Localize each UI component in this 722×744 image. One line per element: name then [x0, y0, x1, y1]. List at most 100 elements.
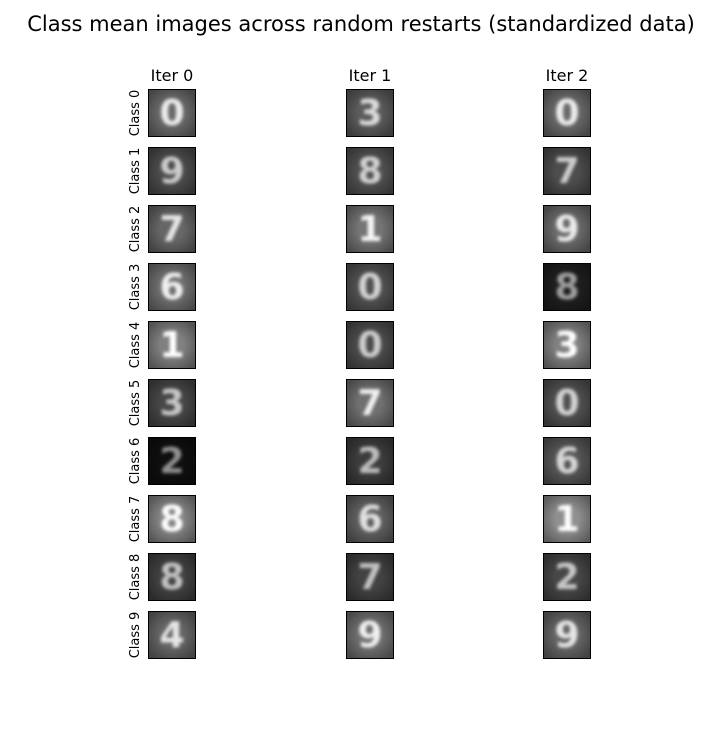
digit-glyph: 3 — [554, 325, 579, 366]
tile-frame — [346, 321, 394, 369]
class-mean-image: 9 — [543, 611, 591, 659]
digit-glyph: 3 — [159, 383, 184, 424]
digit-glyph: 6 — [357, 499, 382, 540]
tile-frame — [543, 379, 591, 427]
digit-glyph: 0 — [554, 383, 579, 424]
row-label: Class 1 — [128, 148, 143, 195]
tile-frame — [543, 553, 591, 601]
digit-glyph: 2 — [357, 441, 382, 482]
tile-frame — [543, 147, 591, 195]
class-mean-image: 8 — [148, 495, 196, 543]
digit-glyph: 9 — [357, 615, 382, 656]
digit-glyph: 9 — [554, 615, 579, 656]
tile-frame — [148, 147, 196, 195]
tile-frame — [543, 205, 591, 253]
digit-glyph: 0 — [554, 93, 579, 134]
tile-frame — [346, 437, 394, 485]
class-mean-image: 1 — [346, 205, 394, 253]
tile-frame — [346, 611, 394, 659]
digit-glyph: 3 — [357, 93, 382, 134]
class-mean-image: 3 — [543, 321, 591, 369]
class-mean-image: 0 — [543, 89, 591, 137]
tile-frame — [346, 205, 394, 253]
class-mean-image: 8 — [543, 263, 591, 311]
digit-glyph: 7 — [357, 383, 382, 424]
tile-frame — [148, 205, 196, 253]
tile-frame — [148, 437, 196, 485]
column-header: Iter 0 — [151, 66, 194, 85]
digit-glyph: 7 — [159, 209, 184, 250]
digit-glyph: 8 — [159, 499, 184, 540]
tile-frame — [346, 495, 394, 543]
digit-glyph: 1 — [159, 325, 184, 366]
figure-title: Class mean images across random restarts… — [27, 12, 695, 36]
class-mean-image: 7 — [148, 205, 196, 253]
digit-glyph: 7 — [357, 557, 382, 598]
tile-frame — [543, 495, 591, 543]
class-mean-image: 6 — [148, 263, 196, 311]
class-mean-image: 6 — [346, 495, 394, 543]
tile-frame — [543, 263, 591, 311]
digit-glyph: 9 — [554, 209, 579, 250]
tile-frame — [543, 437, 591, 485]
class-mean-image: 1 — [543, 495, 591, 543]
digit-glyph: 2 — [554, 557, 579, 598]
tile-frame — [148, 321, 196, 369]
digit-glyph: 8 — [554, 267, 579, 308]
class-mean-image: 9 — [543, 205, 591, 253]
class-mean-image: 0 — [346, 321, 394, 369]
row-label: Class 3 — [128, 264, 143, 311]
class-mean-image: 8 — [346, 147, 394, 195]
row-label: Class 8 — [128, 554, 143, 601]
tile-frame — [543, 321, 591, 369]
digit-glyph: 9 — [159, 151, 184, 192]
row-label: Class 4 — [128, 322, 143, 369]
tile-frame — [543, 89, 591, 137]
digit-glyph: 1 — [554, 499, 579, 540]
digit-glyph: 2 — [159, 441, 184, 482]
class-mean-image: 0 — [346, 263, 394, 311]
class-mean-image: 2 — [543, 553, 591, 601]
row-label: Class 5 — [128, 380, 143, 427]
column-header: Iter 1 — [349, 66, 392, 85]
digit-glyph: 0 — [159, 93, 184, 134]
row-label: Class 0 — [128, 90, 143, 137]
digit-glyph: 4 — [159, 615, 184, 656]
row-label: Class 7 — [128, 496, 143, 543]
tile-frame — [346, 89, 394, 137]
tile-frame — [148, 553, 196, 601]
row-label: Class 2 — [128, 206, 143, 253]
class-mean-image: 6 — [543, 437, 591, 485]
class-mean-image: 2 — [148, 437, 196, 485]
digit-glyph: 7 — [554, 151, 579, 192]
tile-frame — [346, 263, 394, 311]
image-grid: Iter 0 Iter 1 Iter 2 Class 0 Class 1 Class 2 C… — [128, 66, 591, 659]
class-mean-image: 3 — [148, 379, 196, 427]
tile-frame — [543, 611, 591, 659]
tile-frame — [148, 495, 196, 543]
tile-frame — [346, 147, 394, 195]
class-mean-image: 9 — [148, 147, 196, 195]
digit-glyph: 0 — [357, 325, 382, 366]
tile-frame — [148, 263, 196, 311]
digit-glyph: 6 — [554, 441, 579, 482]
tile-frame — [148, 611, 196, 659]
tile-frame — [346, 553, 394, 601]
tile-frame — [346, 379, 394, 427]
class-mean-image: 8 — [148, 553, 196, 601]
column-header: Iter 2 — [546, 66, 589, 85]
class-mean-image: 1 — [148, 321, 196, 369]
digit-glyph: 0 — [357, 267, 382, 308]
class-mean-image: 0 — [543, 379, 591, 427]
digit-glyph: 6 — [159, 267, 184, 308]
class-mean-image: 7 — [543, 147, 591, 195]
class-mean-image: 7 — [346, 379, 394, 427]
row-label: Class 9 — [128, 612, 143, 659]
tile-frame — [148, 379, 196, 427]
digit-glyph: 8 — [357, 151, 382, 192]
class-mean-image: 3 — [346, 89, 394, 137]
digit-glyph: 1 — [357, 209, 382, 250]
class-mean-image: 2 — [346, 437, 394, 485]
row-label: Class 6 — [128, 438, 143, 485]
